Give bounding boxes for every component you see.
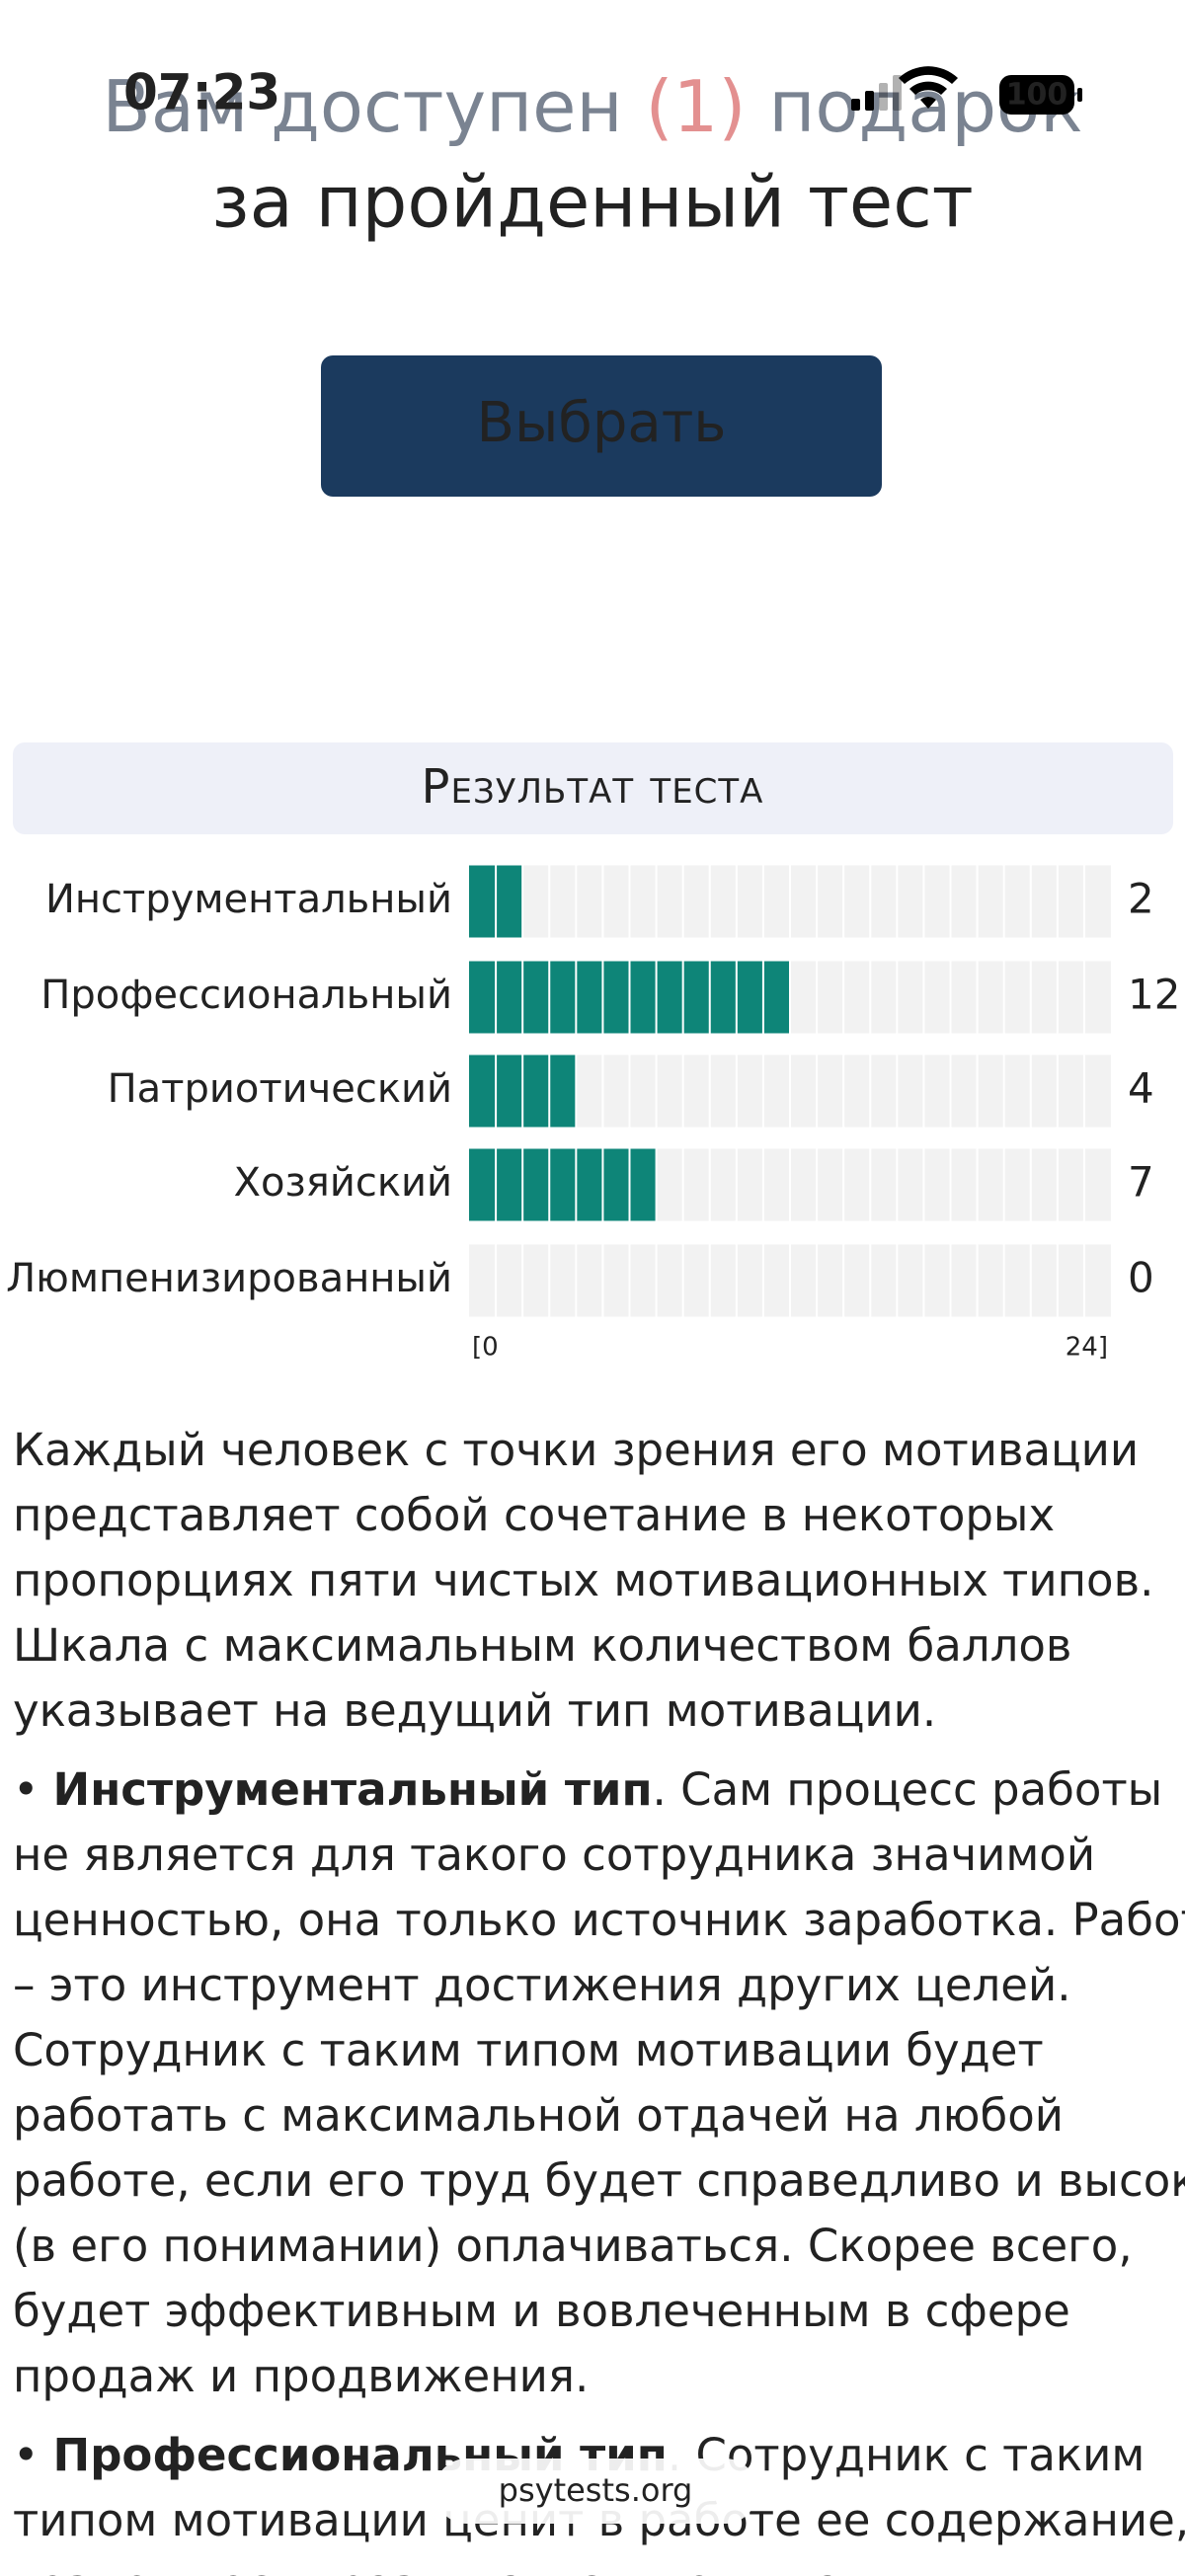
paragraph-line: – это инструмент достижения других целей… — [13, 1959, 1071, 2011]
bullet: • — [13, 2429, 40, 2481]
paragraph-line: работать с максимальной отдачей на любой — [13, 2089, 1064, 2142]
choose-button-label[interactable]: Выбрать — [477, 391, 727, 455]
signal-bar — [879, 83, 888, 111]
paragraph-line: Каждый человек с точки зрения его мотива… — [13, 1424, 1139, 1476]
paragraph-line: • Инструментальный тип. Сам процесс работ… — [13, 1763, 1162, 1816]
x-tick-label: [0 — [472, 1333, 499, 1363]
site-url: psytests.org — [499, 2471, 693, 2509]
description: Каждый человек с точки зрения его мотива… — [13, 1424, 1185, 2576]
chart: Инструментальный 2 Профессиональный 12 Патри… — [6, 865, 1180, 1363]
paragraph-line: не является для такого сотрудника значим… — [13, 1829, 1095, 1881]
paragraph-text: продаж и продвижения. — [13, 2350, 589, 2402]
paragraph-line: (в его понимании) оплачиваться. Скорее в… — [13, 2220, 1133, 2272]
signal-bar — [865, 91, 874, 111]
paragraph-text: – это инструмент достижения других целей… — [13, 1959, 1071, 2011]
category-label: Патриотический — [108, 1066, 452, 1112]
type-title: Инструментальный тип — [53, 1763, 653, 1816]
wifi-icon — [899, 66, 958, 109]
paragraph-text: Сотрудник с таким типом мотивации будет — [13, 2024, 1044, 2076]
paragraph-text: ценностью, она только источник заработка… — [13, 1894, 1185, 1946]
battery-tip — [1077, 88, 1082, 102]
chart-title: Результат теста — [422, 759, 764, 815]
category-label: Инструментальный — [45, 877, 452, 922]
gift-heading-text: Вам доступен — [102, 65, 645, 148]
paragraph-line: Шкала с максимальным количеством баллов — [13, 1619, 1071, 1672]
gift-count: (1) — [645, 65, 746, 148]
status-time: 07:23 — [123, 64, 280, 121]
value-label: 2 — [1128, 875, 1154, 923]
status-icons — [851, 66, 1082, 115]
signal-bar — [851, 99, 860, 111]
result-header — [13, 742, 1173, 834]
paragraph-line: будет эффективным и вовлеченным в сфере — [13, 2285, 1070, 2337]
paragraph-line: продаж и продвижения. — [13, 2350, 589, 2402]
paragraph-text: не является для такого сотрудника значим… — [13, 1829, 1095, 1881]
value-label: 4 — [1128, 1064, 1154, 1113]
paragraph-text: . Сам процесс работы — [653, 1763, 1163, 1816]
value-label: 12 — [1128, 971, 1180, 1019]
choose-button[interactable] — [321, 355, 882, 497]
category-label: Хозяйский — [234, 1160, 452, 1206]
bullet: • — [13, 1763, 40, 1816]
bar — [469, 1148, 657, 1221]
paragraph-line: ценностью, она только источник заработка… — [13, 1894, 1185, 1946]
category-label: Профессиональный — [40, 973, 452, 1018]
site-pill — [434, 2459, 757, 2524]
paragraph-line: Сотрудник с таким типом мотивации будет — [13, 2024, 1044, 2076]
value-label: 7 — [1128, 1158, 1154, 1207]
paragraph-line: представляет собой сочетание в некоторых — [13, 1489, 1055, 1541]
paragraph-line: указывает на ведущий тип мотивации. — [13, 1684, 936, 1737]
paragraph-text: работать с максимальной отдачей на любой — [13, 2089, 1064, 2142]
paragraph-text: возможность развиваться, повышать — [13, 2559, 894, 2576]
paragraph-text: (в его понимании) оплачиваться. Скорее в… — [13, 2220, 1133, 2272]
category-label: Люмпенизированный — [6, 1256, 452, 1301]
battery-icon — [999, 75, 1074, 115]
signal-bar — [893, 75, 902, 111]
paragraph-text: будет эффективным и вовлеченным в сфере — [13, 2285, 1070, 2337]
paragraph-line: пропорциях пяти чистых мотивационных тип… — [13, 1554, 1153, 1606]
battery-level: 100 — [1006, 78, 1068, 113]
x-tick-label: 24] — [1066, 1333, 1108, 1363]
value-label: 0 — [1128, 1254, 1154, 1302]
paragraph-line: работе, если его труд будет справедливо … — [13, 2154, 1185, 2207]
gift-heading-line2: за пройденный тест — [211, 161, 973, 244]
paragraph-text: работе, если его труд будет справедливо … — [13, 2154, 1185, 2207]
paragraph-line: возможность развиваться, повышать — [13, 2559, 894, 2576]
